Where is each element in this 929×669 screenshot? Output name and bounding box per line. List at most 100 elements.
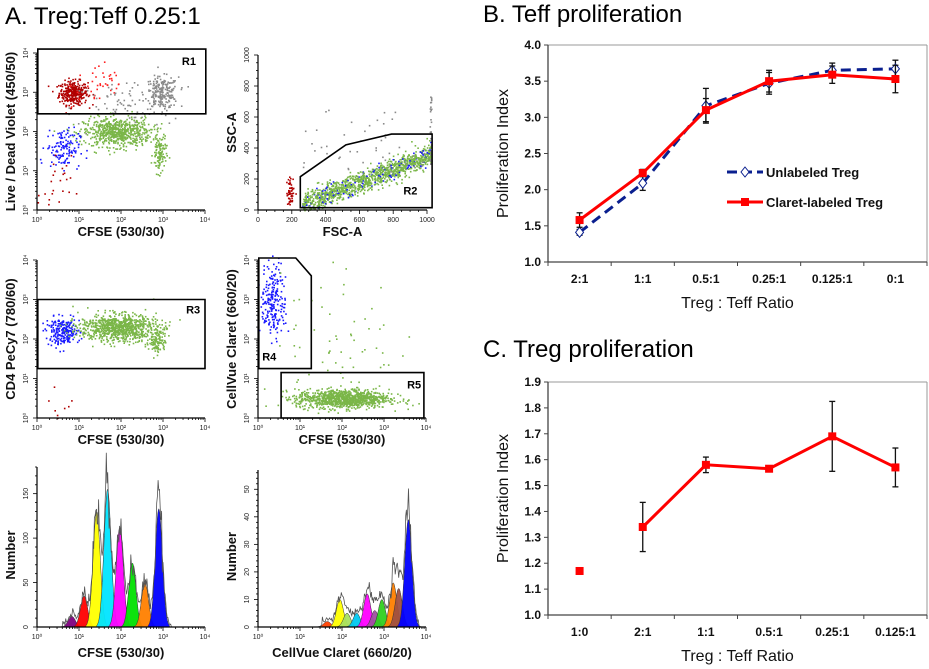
event-dot bbox=[138, 321, 141, 323]
event-dot bbox=[126, 134, 128, 137]
event-dot bbox=[393, 173, 395, 176]
event-dot bbox=[271, 298, 274, 300]
event-dot bbox=[98, 325, 101, 327]
event-dot bbox=[266, 280, 268, 283]
event-dot bbox=[120, 142, 123, 144]
event-dot bbox=[78, 99, 81, 101]
event-dot bbox=[381, 177, 384, 180]
event-dot bbox=[85, 94, 88, 96]
event-dot bbox=[302, 204, 305, 207]
event-dot bbox=[145, 320, 147, 322]
event-dot bbox=[272, 281, 275, 283]
event-dot bbox=[116, 100, 119, 103]
event-dot bbox=[67, 129, 70, 132]
event-dot bbox=[158, 100, 160, 103]
event-dot bbox=[348, 410, 351, 412]
event-dot bbox=[394, 161, 397, 163]
event-dot bbox=[322, 201, 324, 204]
event-dot bbox=[342, 192, 345, 195]
event-dot bbox=[350, 195, 353, 198]
event-dot bbox=[78, 91, 81, 93]
event-dot bbox=[148, 83, 150, 86]
event-dot bbox=[280, 262, 282, 265]
event-dot bbox=[330, 409, 332, 412]
event-dot bbox=[162, 136, 164, 139]
event-dot bbox=[406, 167, 408, 170]
event-dot bbox=[287, 182, 290, 185]
event-dot bbox=[155, 148, 158, 151]
event-dot bbox=[74, 152, 77, 154]
event-dot bbox=[61, 314, 64, 317]
event-dot bbox=[42, 329, 45, 332]
event-dot bbox=[397, 173, 399, 176]
event-dot bbox=[65, 143, 68, 146]
event-dot bbox=[330, 389, 333, 392]
event-dot bbox=[356, 175, 359, 178]
event-dot bbox=[125, 130, 128, 133]
event-dot bbox=[340, 186, 342, 189]
event-dot bbox=[68, 191, 70, 194]
event-dot bbox=[424, 148, 426, 151]
event-dot bbox=[114, 320, 117, 322]
event-dot bbox=[360, 391, 362, 394]
event-dot bbox=[421, 156, 423, 158]
event-dot bbox=[63, 336, 65, 338]
event-dot bbox=[62, 155, 64, 157]
event-dot bbox=[124, 120, 127, 123]
event-dot bbox=[66, 99, 69, 102]
event-dot bbox=[367, 180, 370, 182]
event-dot bbox=[79, 79, 82, 81]
event-dot bbox=[368, 407, 370, 409]
event-dot bbox=[87, 85, 89, 88]
event-dot bbox=[124, 335, 127, 337]
event-dot bbox=[135, 132, 138, 134]
event-dot bbox=[395, 182, 398, 184]
event-dot bbox=[313, 205, 315, 207]
event-dot bbox=[154, 338, 156, 341]
event-dot bbox=[73, 131, 76, 133]
event-dot bbox=[339, 402, 341, 405]
event-dot bbox=[138, 337, 141, 340]
event-dot bbox=[72, 91, 74, 93]
event-dot bbox=[95, 97, 98, 100]
event-dot bbox=[101, 336, 104, 338]
event-dot bbox=[126, 323, 128, 325]
event-dot bbox=[53, 331, 55, 333]
event-dot bbox=[349, 178, 352, 180]
event-dot bbox=[98, 126, 100, 129]
event-dot bbox=[111, 131, 113, 134]
event-dot bbox=[115, 127, 118, 129]
event-dot bbox=[270, 313, 272, 315]
event-dot bbox=[65, 105, 67, 108]
event-dot bbox=[326, 400, 329, 403]
event-dot bbox=[51, 146, 54, 149]
event-dot bbox=[71, 335, 73, 337]
event-dot bbox=[368, 401, 371, 404]
event-dot bbox=[368, 178, 370, 180]
event-dot bbox=[408, 176, 411, 179]
event-dot bbox=[69, 94, 72, 96]
event-dot bbox=[422, 161, 424, 163]
event-dot bbox=[98, 129, 101, 131]
event-dot bbox=[114, 134, 116, 136]
event-dot bbox=[111, 140, 113, 142]
event-dot bbox=[150, 343, 153, 346]
event-dot bbox=[289, 201, 291, 203]
event-dot bbox=[290, 195, 292, 198]
event-dot bbox=[117, 337, 120, 339]
event-dot bbox=[169, 95, 172, 97]
event-dot bbox=[95, 138, 98, 140]
event-dot bbox=[146, 342, 149, 344]
event-dot bbox=[110, 345, 112, 348]
event-dot bbox=[347, 168, 350, 171]
event-dot bbox=[425, 155, 427, 158]
event-dot bbox=[84, 328, 86, 331]
event-dot bbox=[62, 320, 65, 322]
event-dot bbox=[61, 137, 64, 139]
event-dot bbox=[307, 196, 309, 198]
event-dot bbox=[113, 128, 115, 131]
event-dot bbox=[104, 120, 106, 122]
event-dot bbox=[83, 92, 85, 95]
gate-r3 bbox=[36, 298, 206, 370]
event-dot bbox=[403, 166, 405, 168]
